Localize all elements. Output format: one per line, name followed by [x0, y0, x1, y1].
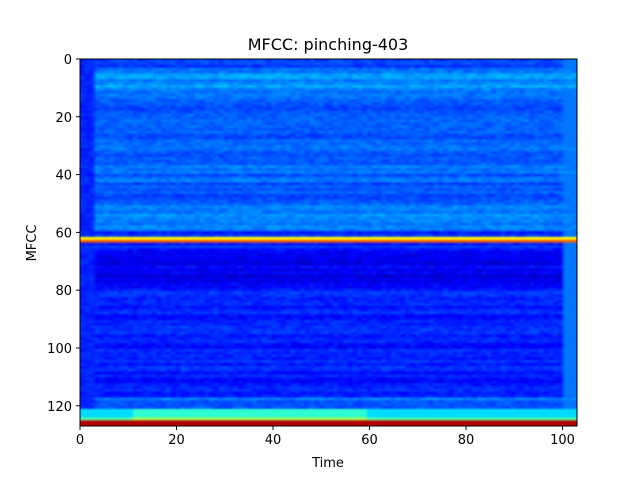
y-tick-label: 60	[55, 226, 72, 241]
x-tick-label: 100	[550, 433, 575, 448]
y-axis: 0 20 40 60 80 100 120	[47, 53, 80, 415]
x-axis-title: Time	[311, 456, 344, 471]
y-tick-label: 80	[55, 284, 72, 299]
x-tick-label: 40	[265, 433, 282, 448]
y-tick-label: 40	[55, 169, 72, 184]
chart-title: MFCC: pinching-403	[248, 35, 409, 54]
plot-area	[79, 58, 578, 427]
x-tick-label: 20	[168, 433, 185, 448]
y-tick-label: 0	[64, 53, 72, 68]
x-tick-label: 0	[76, 433, 84, 448]
x-axis: 0 20 40 60 80 100	[76, 426, 575, 448]
heatmap-image	[80, 59, 577, 426]
x-tick-label: 80	[458, 433, 475, 448]
y-axis-title: MFCC	[25, 225, 40, 262]
plot-frame	[79, 58, 578, 427]
y-tick-label: 120	[47, 400, 72, 415]
x-tick-label: 60	[361, 433, 378, 448]
y-tick-label: 20	[55, 111, 72, 126]
y-tick-label: 100	[47, 342, 72, 357]
